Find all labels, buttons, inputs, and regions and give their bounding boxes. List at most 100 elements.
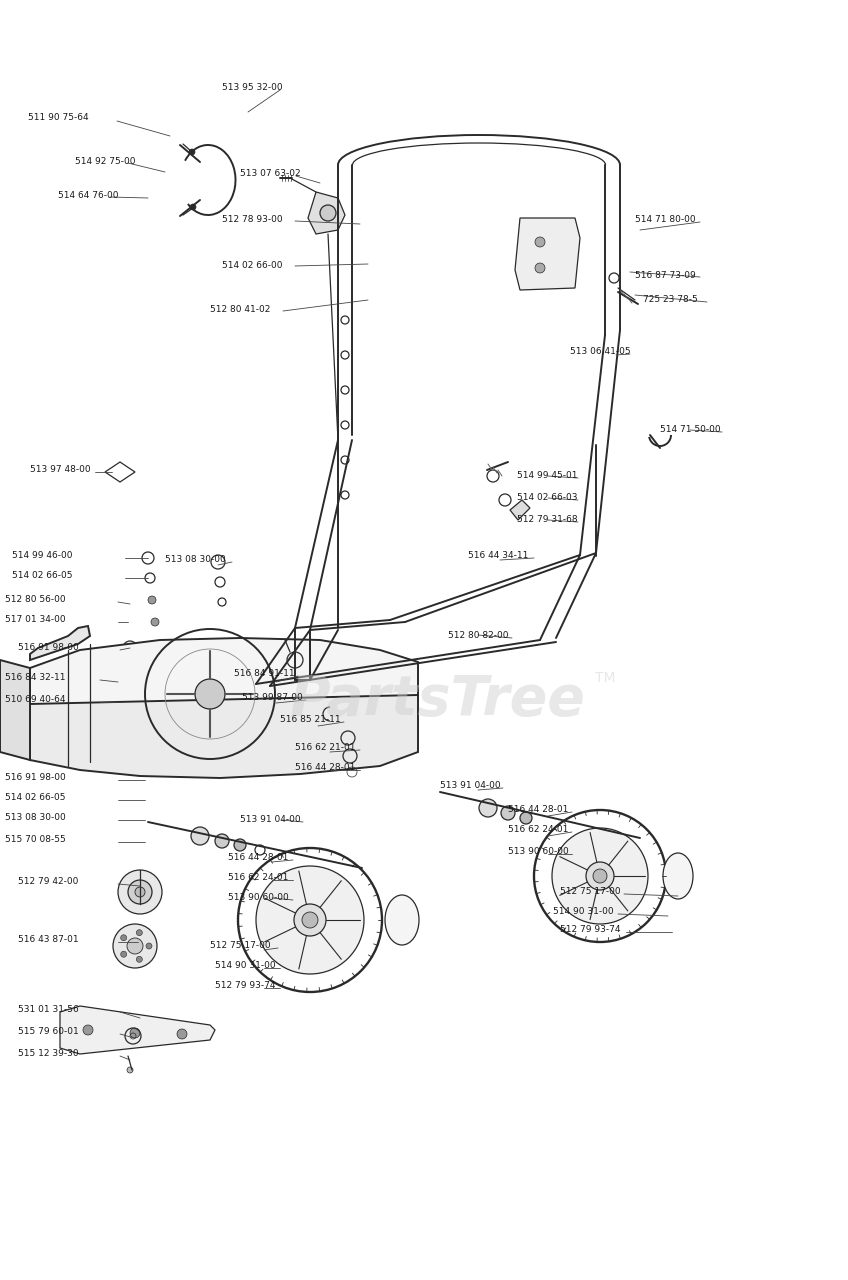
Text: TM: TM [595,671,616,685]
Circle shape [127,938,143,954]
Text: 516 43 87-01: 516 43 87-01 [18,936,79,945]
Circle shape [302,911,318,928]
Circle shape [177,1029,187,1039]
Circle shape [113,924,157,968]
Circle shape [479,799,497,817]
Circle shape [535,262,545,273]
Text: 512 75 17-00: 512 75 17-00 [210,942,271,951]
Circle shape [146,943,152,948]
Text: 514 99 45-01: 514 99 45-01 [517,471,577,480]
Text: 514 02 66-03: 514 02 66-03 [517,494,577,503]
Circle shape [320,205,336,221]
Text: 513 90 60-00: 513 90 60-00 [508,847,569,856]
Text: 516 84 32-11: 516 84 32-11 [5,673,65,682]
Text: 512 78 93-00: 512 78 93-00 [222,215,282,224]
Text: 513 06 41-05: 513 06 41-05 [570,347,631,357]
Text: 512 79 31-68: 512 79 31-68 [517,516,577,525]
Ellipse shape [663,852,693,899]
Circle shape [215,835,229,847]
Circle shape [120,951,126,957]
Ellipse shape [385,895,419,945]
Text: 516 44 28-01: 516 44 28-01 [508,805,568,814]
Text: 513 90 60-00: 513 90 60-00 [228,893,289,902]
Text: 510 69 40-64: 510 69 40-64 [5,695,65,704]
Text: 514 99 46-00: 514 99 46-00 [12,552,72,561]
Circle shape [234,838,246,851]
Circle shape [294,904,326,936]
Circle shape [191,827,209,845]
Polygon shape [30,637,418,722]
Polygon shape [30,695,418,778]
Text: 516 84 91-11: 516 84 91-11 [234,669,294,678]
Text: 514 64 76-00: 514 64 76-00 [58,192,119,201]
Text: 517 01 34-00: 517 01 34-00 [5,616,65,625]
Text: 725 23 78-5: 725 23 78-5 [643,296,698,305]
Text: 516 85 21-11: 516 85 21-11 [280,716,341,724]
Polygon shape [30,626,90,660]
Text: 514 90 31-00: 514 90 31-00 [215,961,276,970]
Circle shape [148,596,156,604]
Text: 512 79 93-74: 512 79 93-74 [215,982,276,991]
Circle shape [535,237,545,247]
Polygon shape [510,500,530,520]
Text: 512 79 42-00: 512 79 42-00 [18,878,78,887]
Polygon shape [515,218,580,291]
Circle shape [552,828,648,924]
Text: 513 08 30-00: 513 08 30-00 [5,814,66,823]
Text: 516 91 98-00: 516 91 98-00 [18,644,79,653]
Text: 515 12 39-30: 515 12 39-30 [18,1050,79,1059]
Text: 514 02 66-00: 514 02 66-00 [222,261,282,270]
Text: 514 02 66-05: 514 02 66-05 [12,571,72,581]
Polygon shape [308,192,345,234]
Text: 515 70 08-55: 515 70 08-55 [5,836,66,845]
Text: PartsTree: PartsTree [290,673,586,727]
Text: 512 79 93-74: 512 79 93-74 [560,925,621,934]
Text: 515 79 60-01: 515 79 60-01 [18,1028,79,1037]
Text: 516 44 28-01: 516 44 28-01 [228,854,288,863]
Text: 513 95 32-00: 513 95 32-00 [222,83,282,92]
Circle shape [256,867,364,974]
Text: 512 80 82-00: 512 80 82-00 [448,631,509,640]
Circle shape [190,204,196,210]
Circle shape [120,934,126,941]
Text: 512 80 56-00: 512 80 56-00 [5,595,65,604]
Text: 512 80 41-02: 512 80 41-02 [210,306,271,315]
Text: 516 62 24-01: 516 62 24-01 [228,873,288,882]
Text: 516 91 98-00: 516 91 98-00 [5,773,66,782]
Text: 514 71 50-00: 514 71 50-00 [660,425,721,434]
Polygon shape [60,1006,215,1053]
Text: 513 07 63-02: 513 07 63-02 [240,169,301,178]
Text: 514 90 31-00: 514 90 31-00 [553,908,614,916]
Text: 531 01 31-56: 531 01 31-56 [18,1006,79,1015]
Circle shape [586,861,614,890]
Circle shape [520,812,532,824]
Text: 516 87 73-09: 516 87 73-09 [635,270,695,279]
Circle shape [593,869,607,883]
Text: 514 71 80-00: 514 71 80-00 [635,215,695,224]
Text: 514 92 75-00: 514 92 75-00 [75,157,136,166]
Circle shape [501,806,515,820]
Circle shape [130,1028,140,1038]
Circle shape [128,881,152,904]
Circle shape [137,956,142,963]
Text: 514 02 66-05: 514 02 66-05 [5,794,65,803]
Circle shape [135,887,145,897]
Text: 513 91 04-00: 513 91 04-00 [240,815,301,824]
Text: 513 97 48-00: 513 97 48-00 [30,466,91,475]
Circle shape [127,1068,133,1073]
Text: 513 91 04-00: 513 91 04-00 [440,782,500,791]
Text: 516 44 28-01: 516 44 28-01 [295,763,355,773]
Circle shape [118,870,162,914]
Circle shape [83,1025,93,1036]
Circle shape [151,618,159,626]
Text: 513 08 30-00: 513 08 30-00 [165,556,226,564]
Text: 516 62 24-01: 516 62 24-01 [508,826,568,835]
Text: 516 62 21-01: 516 62 21-01 [295,744,355,753]
Circle shape [137,929,142,936]
Text: 516 44 34-11: 516 44 34-11 [468,552,528,561]
Polygon shape [0,660,30,760]
Circle shape [195,678,225,709]
Text: 512 75 17-00: 512 75 17-00 [560,887,621,896]
Text: 513 99 87-00: 513 99 87-00 [242,694,303,703]
Circle shape [189,148,195,155]
